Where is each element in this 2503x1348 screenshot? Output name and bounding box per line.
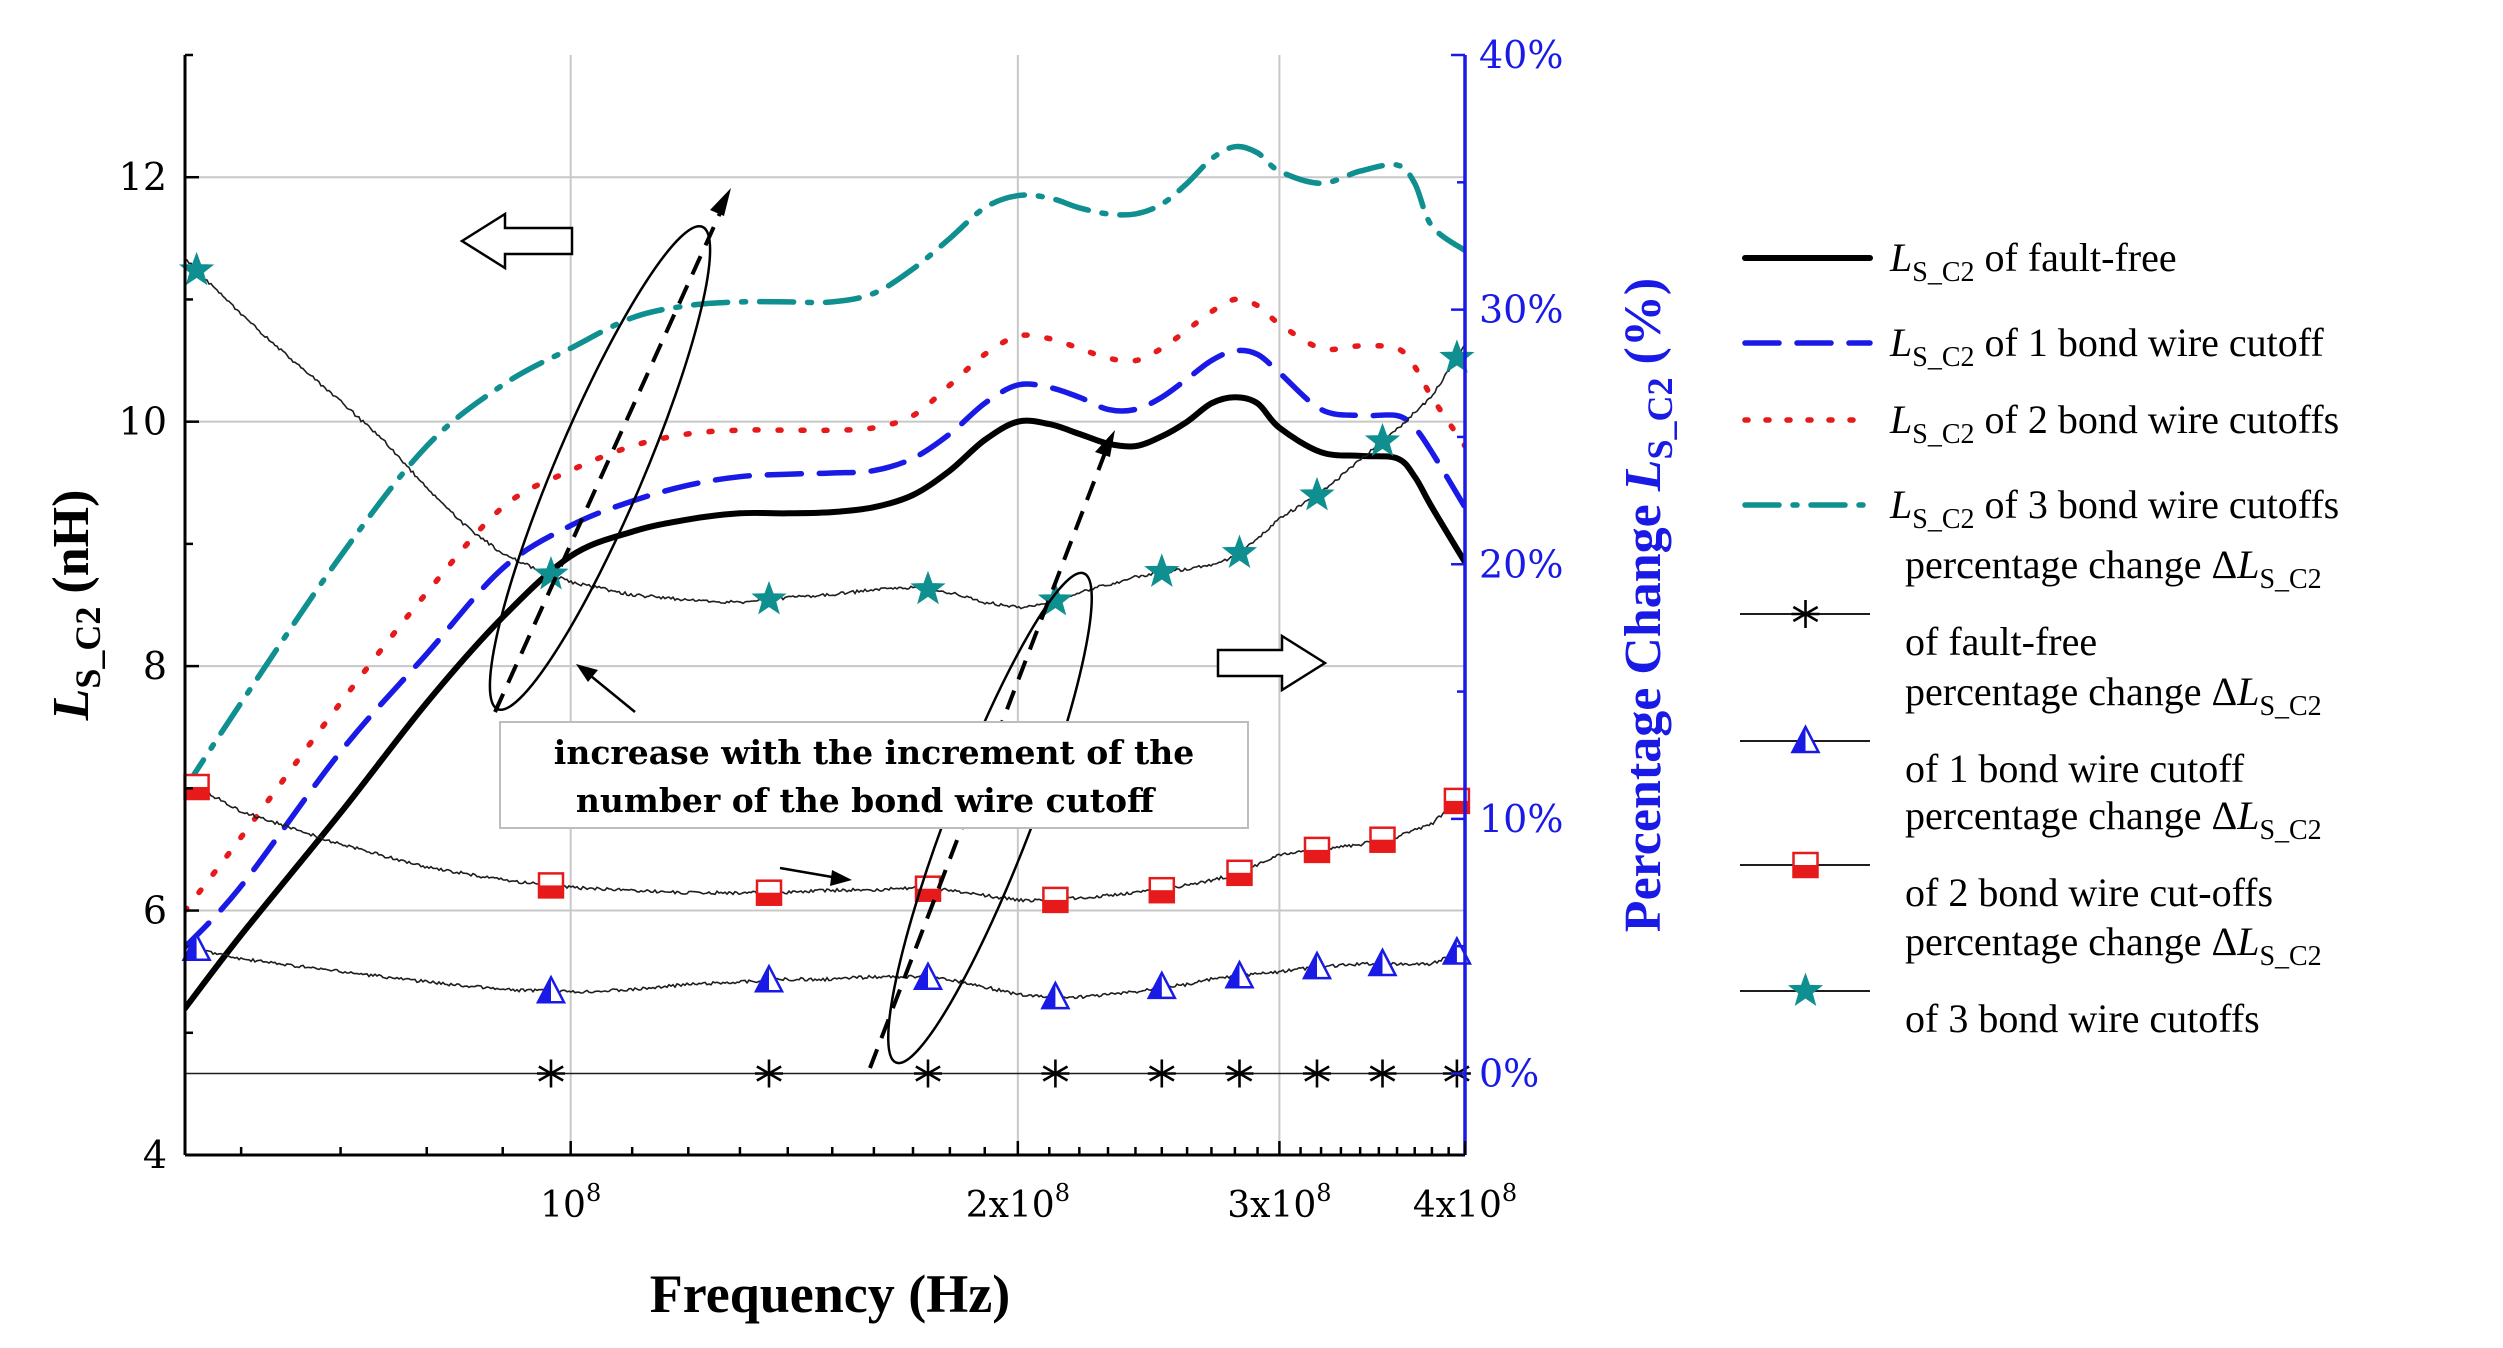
- series-6-marker-7: [1303, 836, 1331, 864]
- series-7-marker-9: [1439, 339, 1475, 373]
- y-right-tick-label-3: 30%: [1479, 288, 1563, 332]
- series-5-marker-5: [1146, 970, 1177, 1000]
- legend-label-4-line2: of fault-free: [1905, 619, 2097, 664]
- series-line-7: [185, 258, 1465, 610]
- series-line-1: [185, 347, 1465, 950]
- series-6-marker-8: [1369, 826, 1396, 853]
- series-6-marker-5: [1148, 876, 1176, 904]
- grid: [185, 55, 1466, 1156]
- callout-pointer-upper-head: [576, 664, 598, 682]
- series-6-marker-4: [1042, 886, 1069, 914]
- x-tick-label-2: 3x108: [1227, 1179, 1331, 1226]
- legend-label-0: LS_C2 of fault-free: [1889, 235, 2177, 288]
- series-7-marker-3: [910, 570, 946, 605]
- series-5-marker-1: [535, 974, 567, 1004]
- callout-box: [499, 721, 1249, 829]
- series-5-marker-2: [753, 963, 785, 993]
- series-7-marker-8: [1364, 422, 1401, 457]
- trend-arrowhead-right: [1095, 430, 1115, 457]
- y-right-tick-label-1: 10%: [1479, 797, 1563, 841]
- series-6-marker-1: [537, 872, 565, 899]
- callout-pointer-upper: [585, 671, 636, 713]
- legend-label-4-line1: percentage change ΔLS_C2: [1905, 542, 2322, 595]
- legend-label-5-line1: percentage change ΔLS_C2: [1905, 669, 2322, 722]
- series-4-marker-3: [1041, 1059, 1070, 1088]
- series-4-marker-1: [755, 1059, 783, 1088]
- series-7-marker-4: [1037, 581, 1073, 616]
- x-tick-label-1: 2x108: [966, 1179, 1070, 1226]
- series-4-marker-0: [537, 1059, 565, 1088]
- y-left-tick-label-4: 12: [119, 155, 167, 199]
- axes: 4 6 8 10 12 0% 10% 20% 30% 40% 108 2x108 3x108 4x108: [119, 33, 1564, 1226]
- legend-label-2: LS_C2 of 2 bond wire cutoffs: [1889, 397, 2339, 450]
- legend-label-5-line2: of 1 bond wire cutoff: [1905, 746, 2245, 791]
- series-5-marker-6: [1224, 959, 1255, 989]
- legend-label-7-line1: percentage change ΔLS_C2: [1905, 919, 2322, 972]
- series-6-marker-0: [183, 773, 210, 801]
- legend-label-6-line1: percentage change ΔLS_C2: [1905, 793, 2322, 846]
- callout-ellipse-left: [488, 224, 712, 712]
- y-left-axis-title: LS_C2 (nH): [43, 490, 108, 722]
- series-lines: [185, 143, 1465, 1075]
- legend-label-7-line2: of 3 bond wire cutoffs: [1905, 996, 2260, 1041]
- x-tick-label-0: 108: [540, 1179, 601, 1226]
- legend-label-1: LS_C2 of 1 bond wire cutoff: [1889, 320, 2324, 373]
- legend-label-3: LS_C2 of 3 bond wire cutoffs: [1889, 482, 2339, 535]
- callout-text-line1: increase with the increment of the: [554, 733, 1194, 772]
- series-4-marker-5: [1225, 1059, 1254, 1088]
- x-axis-title: Frequency (Hz): [650, 1264, 1010, 1324]
- left-arrow-icon: [459, 211, 574, 271]
- y-left-tick-label-3: 10: [119, 400, 167, 444]
- series-5-marker-7: [1301, 950, 1333, 980]
- series-5-marker-8: [1367, 947, 1398, 977]
- series-6-marker-2: [755, 879, 783, 906]
- series-4-marker-4: [1147, 1059, 1176, 1088]
- x-tick-label-3: 4x108: [1413, 1179, 1517, 1226]
- y-right-tick-label-2: 20%: [1479, 542, 1563, 586]
- legend-marker-5: [1790, 724, 1821, 754]
- y-right-tick-label-0: 0%: [1479, 1052, 1539, 1096]
- callout-pointer-lower: [779, 866, 839, 880]
- series-7-marker-7: [1299, 476, 1335, 511]
- y-right-tick-label-4: 40%: [1479, 33, 1563, 77]
- series-7-marker-5: [1144, 553, 1180, 587]
- legend-marker-7: [1787, 972, 1824, 1006]
- series-7-marker-6: [1221, 534, 1258, 568]
- series-5-marker-4: [1040, 980, 1071, 1010]
- trend-arrowhead-left: [710, 188, 731, 216]
- legend-marker-6: [1792, 851, 1819, 879]
- y-right-axis-title: Percentage Change LS_C2 (%): [1615, 278, 1680, 932]
- trend-arrow-left: [493, 201, 727, 713]
- y-left-tick-label-2: 8: [143, 644, 167, 688]
- series-5-marker-3: [912, 961, 944, 991]
- callout-text-line2: number of the bond wire cutoff: [576, 781, 1156, 820]
- series-line-5: [185, 944, 1465, 1000]
- legend: LS_C2 of fault-free LS_C2 of 1 bond wire …: [1740, 235, 2339, 1041]
- series-4-marker-7: [1368, 1059, 1397, 1088]
- series-line-0: [185, 394, 1465, 1012]
- series-4-marker-2: [914, 1059, 942, 1088]
- right-arrow-icon: [1216, 633, 1328, 693]
- series-7-marker-2: [751, 580, 787, 615]
- series-7-marker-1: [533, 556, 569, 590]
- series-5-marker-0: [181, 932, 212, 962]
- callout-pointer-lower-head: [830, 870, 852, 886]
- series-line-3: [185, 143, 1465, 792]
- legend-marker-4: [1791, 600, 1820, 628]
- y-left-tick-label-1: 6: [143, 889, 167, 933]
- series-4-marker-6: [1303, 1059, 1331, 1088]
- legend-label-6-line2: of 2 bond wire cut-offs: [1905, 870, 2273, 915]
- y-left-tick-label-0: 4: [143, 1133, 167, 1177]
- series-6-marker-6: [1226, 859, 1253, 887]
